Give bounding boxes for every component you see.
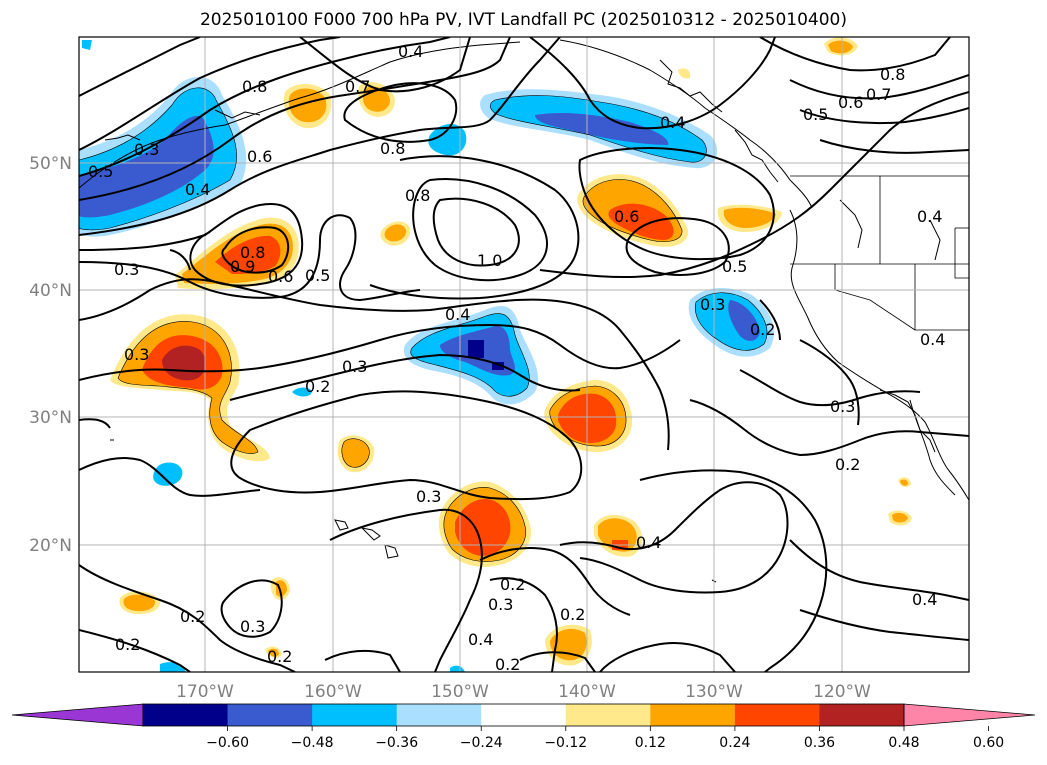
lat-label: 20°N [29,536,72,556]
contour-label: 0.4 [636,533,661,552]
contour-label: 0.7 [866,85,891,104]
contour-label: 0.3 [830,397,855,416]
contour-label: 0.5 [305,266,330,285]
contour-label: 0.6 [268,267,293,286]
contour-labels: 0.4 0.8 0.7 0.8 0.6 0.7 0.5 0.3 0.6 0.5 … [88,42,945,674]
colorbar-tick-label: 0.48 [888,735,919,751]
contour-label: 0.8 [380,139,405,158]
contour-label: 0.3 [342,357,367,376]
colorbar-tick-label: −0.36 [375,735,418,751]
colorbar-segments [143,704,905,726]
colorbar-segment [819,704,905,726]
colorbar-segment [143,704,229,726]
contour-label: 0.3 [114,260,139,279]
lon-label: 140°W [558,682,616,702]
contour-label: 0.4 [445,305,470,324]
contour-label: 0.4 [917,207,942,226]
contour-label: 0.3 [488,595,513,614]
contour-label: 0.2 [495,655,520,674]
lon-label: 170°W [176,682,234,702]
lat-label: 30°N [29,408,72,428]
contour-label: 0.4 [398,42,423,61]
contour-label: 0.4 [185,180,210,199]
gridlines [79,37,969,672]
colorbar-segment [565,704,651,726]
political-boundaries [790,175,969,331]
contour-label: 0.8 [240,243,265,262]
contour-label: 0.5 [803,105,828,124]
colorbar-tick-label: 0.60 [973,735,1004,751]
contour-label: 0.2 [115,635,140,654]
lon-label: 150°W [431,682,489,702]
contour-label: 0.5 [722,257,747,276]
pv-contours [79,37,969,672]
contour-label: 0.5 [88,162,113,181]
contour-label: 0.2 [560,605,585,624]
contour-label: 0.4 [660,113,685,132]
latitude-labels: 50°N 40°N 30°N 20°N [29,154,72,556]
contour-label: 0.9 [230,257,255,276]
colorbar-tick-label: −0.12 [544,735,587,751]
contour-label: 0.7 [345,77,370,96]
colorbar-tick-label: −0.48 [291,735,334,751]
lon-label: 120°W [813,682,871,702]
contour-label: 0.3 [240,617,265,636]
contour-label: 0.6 [614,207,639,226]
lon-label: 130°W [685,682,743,702]
contour-label: 0.3 [700,295,725,314]
contour-label: 0.6 [247,147,272,166]
coastlines [79,39,969,583]
colorbar-tick-label: −0.24 [460,735,503,751]
lat-label: 40°N [29,281,72,301]
colorbar-tick-label: 0.24 [719,735,750,751]
colorbar-segment [227,704,313,726]
colorbar-tick-label: −0.60 [206,735,249,751]
colorbar: −0.60 −0.48 −0.36 −0.24 −0.12 0.12 0.24 0.36 0.4… [11,703,1036,751]
contour-label: 0.6 [838,93,863,112]
contour-label: 0.2 [267,647,292,666]
colorbar-ticks: −0.60 −0.48 −0.36 −0.24 −0.12 0.12 0.24 0.36 0.4… [206,726,1004,751]
contour-label: 0.2 [750,320,775,339]
colorbar-tick-label: 0.12 [635,735,666,751]
contour-label: 0.3 [134,140,159,159]
contour-label: 0.2 [180,607,205,626]
contour-label: 0.2 [500,575,525,594]
colorbar-tick-label: 0.36 [804,735,835,751]
colorbar-extend-right [903,703,1036,727]
shaded-outlines [79,87,768,562]
contour-label: 0.4 [920,330,945,349]
colorbar-segment [481,704,567,726]
contour-label: 1.0 [477,251,502,270]
colorbar-segment [312,704,398,726]
colorbar-segment [734,704,820,726]
colorbar-frame [142,703,905,727]
contour-label: 0.8 [242,77,267,96]
colorbar-segment [650,704,736,726]
contour-label: 0.4 [468,630,493,649]
contour-label: 0.3 [416,487,441,506]
colorbar-extend-left [11,703,144,727]
contour-label: 0.2 [835,455,860,474]
colorbar-segment [396,704,482,726]
longitude-labels: 170°W 160°W 150°W 140°W 130°W 120°W [176,682,871,702]
contour-label: 0.2 [305,377,330,396]
lon-label: 160°W [304,682,362,702]
map-title: 2025010100 F000 700 hPa PV, IVT Landfall… [199,10,847,30]
map-frame [78,36,970,673]
contour-label: 0.8 [405,186,430,205]
lat-label: 50°N [29,154,72,174]
contour-label: 0.4 [912,590,937,609]
contour-label: 0.3 [124,345,149,364]
contour-label: 0.8 [880,65,905,84]
